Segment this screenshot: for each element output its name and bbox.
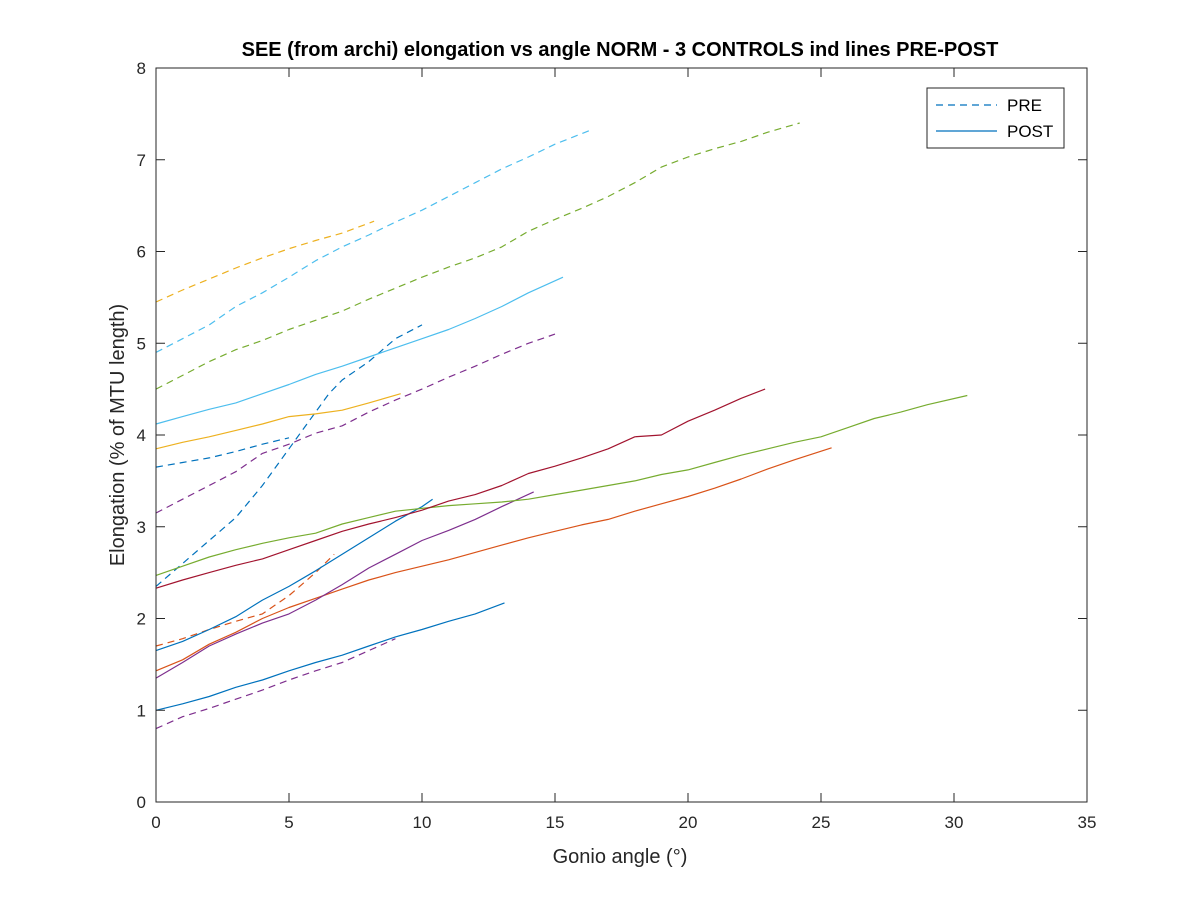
series-line-5-pre — [155, 333, 556, 514]
y-axis-label: Elongation (% of MTU length) — [107, 304, 129, 566]
series-line-14-post — [155, 394, 968, 576]
y-tick-label: 3 — [137, 518, 146, 537]
series-line-15-post — [155, 276, 564, 425]
x-tick-label: 5 — [284, 813, 293, 832]
x-tick-label: 20 — [679, 813, 698, 832]
series-line-9-post — [155, 498, 433, 652]
legend-label-pre: PRE — [1007, 96, 1042, 115]
y-tick-label: 1 — [137, 701, 146, 720]
y-tick-label: 5 — [137, 334, 146, 353]
series-line-7-pre — [155, 122, 800, 390]
plot-area — [156, 68, 1087, 802]
x-axis-label: Gonio angle (°) — [553, 846, 688, 868]
series-line-8-pre — [155, 128, 593, 353]
y-tick-label: 4 — [137, 426, 146, 445]
x-tick-label: 35 — [1078, 813, 1097, 832]
plot-background — [156, 68, 1087, 802]
y-tick-label: 7 — [137, 151, 146, 170]
y-tick-label: 6 — [137, 243, 146, 262]
series-line-10-post — [155, 602, 505, 711]
x-tick-label: 25 — [812, 813, 831, 832]
y-tick-label: 0 — [137, 793, 146, 812]
y-tick-label: 2 — [137, 610, 146, 629]
y-tick-label: 8 — [137, 59, 146, 78]
x-tick-label: 0 — [151, 813, 160, 832]
legend: PRE POST — [926, 87, 1065, 149]
x-tick-label: 15 — [546, 813, 565, 832]
x-tick-label: 10 — [413, 813, 432, 832]
legend-label-post: POST — [1007, 122, 1053, 141]
chart-title: SEE (from archi) elongation vs angle NOR… — [242, 39, 999, 61]
series-line-2-pre — [155, 437, 290, 468]
x-tick-label: 30 — [945, 813, 964, 832]
legend-box — [926, 87, 1065, 149]
series-line-13-post — [155, 491, 534, 679]
series-line-11-post — [155, 447, 832, 672]
series-line-16-post — [155, 388, 766, 589]
axes-layer: 0 5 10 15 20 25 30 35 0 1 2 3 4 5 6 7 8 — [137, 59, 1097, 832]
series-line-12-post — [155, 393, 401, 450]
series-line-4-pre — [155, 220, 375, 303]
series-layer — [155, 122, 968, 730]
series-line-3-pre — [155, 553, 335, 647]
